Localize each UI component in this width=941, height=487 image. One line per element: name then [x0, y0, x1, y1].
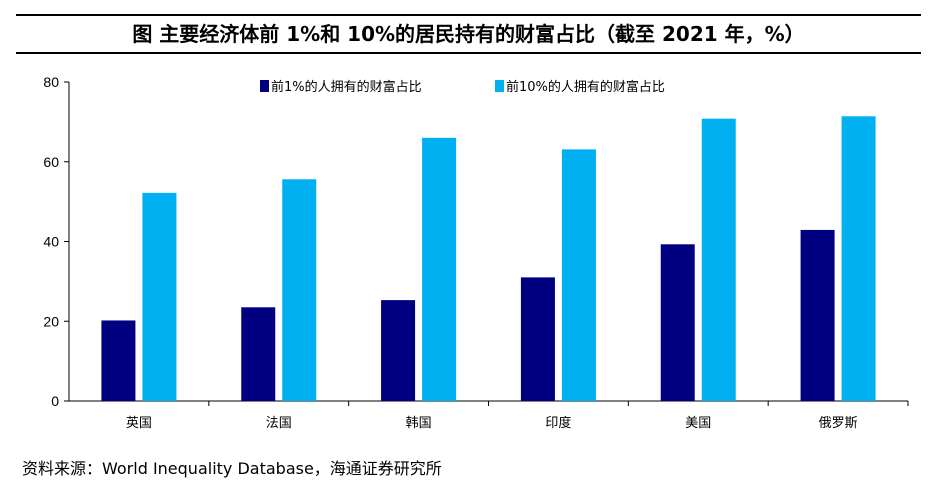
bar-top1: [520, 277, 555, 401]
x-tick-label: 美国: [685, 416, 711, 431]
bar-chart: 0 20 40 60 80 英国 法国 韩国 印度 美国 俄罗斯 前1%的人拥有的财富占比 前10%的人…: [43, 74, 909, 431]
bar-top10: [422, 137, 457, 401]
y-tick-label: 80: [43, 74, 59, 90]
y-tick-label: 20: [43, 313, 59, 329]
source-note: 资料来源：World Inequality Database，海通证券研究所: [22, 459, 442, 478]
bar-top10: [142, 192, 177, 401]
bar-top1: [101, 320, 136, 401]
legend-swatch: [260, 80, 269, 92]
bar-top1: [660, 244, 695, 401]
legend-label: 前10%的人拥有的财富占比: [506, 79, 665, 95]
x-tick-label: 英国: [126, 416, 152, 431]
x-tick-label: 法国: [266, 416, 292, 431]
bar-top1: [241, 307, 276, 401]
legend-label: 前1%的人拥有的财富占比: [271, 79, 422, 95]
y-tick-label: 0: [51, 393, 59, 409]
legend-swatch: [495, 80, 504, 92]
x-tick-label: 俄罗斯: [819, 416, 858, 431]
x-tick-label: 印度: [545, 415, 571, 431]
y-tick-label: 60: [43, 154, 59, 170]
bar-top1: [800, 229, 835, 401]
x-tick-label: 韩国: [406, 416, 432, 431]
bar-top10: [701, 118, 736, 401]
y-tick-label: 40: [43, 234, 59, 250]
bar-top1: [381, 300, 416, 401]
bar-top10: [282, 179, 317, 401]
bar-top10: [841, 116, 876, 401]
bar-top10: [561, 149, 596, 401]
chart-title: 图 主要经济体前 1%和 10%的居民持有的财富占比（截至 2021 年，%）: [16, 14, 921, 54]
